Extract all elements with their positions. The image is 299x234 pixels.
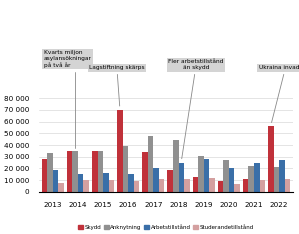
Legend: Skydd, Anknytning, Arbetstillstånd, Studerandetillstånd: Skydd, Anknytning, Arbetstillstånd, Stud… (76, 223, 256, 232)
Bar (78, 174, 83, 192)
Bar (223, 160, 229, 192)
Bar (179, 163, 184, 192)
Text: Kvarts miljon
asylansökningar
på två år: Kvarts miljon asylansökningar på två år (44, 51, 92, 148)
Bar (248, 166, 254, 192)
Bar (47, 153, 53, 192)
Bar (72, 151, 78, 192)
Bar (173, 140, 179, 192)
Bar (268, 126, 274, 192)
Bar (260, 180, 265, 192)
Bar (243, 179, 248, 192)
Bar (142, 152, 148, 192)
Bar (123, 146, 128, 192)
Bar (128, 174, 134, 192)
Bar (148, 136, 153, 192)
Bar (184, 179, 190, 192)
Bar (134, 181, 139, 192)
Bar (285, 179, 290, 192)
Bar (229, 168, 234, 192)
Bar (198, 156, 204, 192)
Bar (234, 184, 240, 192)
Text: Ukraina invaderas: Ukraina invaderas (259, 65, 299, 123)
Bar (109, 180, 114, 192)
Bar (153, 168, 159, 192)
Text: Fler arbetstillstånd
än skydd: Fler arbetstillstånd än skydd (168, 59, 224, 159)
Bar (92, 151, 97, 192)
Bar (167, 170, 173, 192)
Bar (209, 178, 215, 192)
Bar (103, 173, 109, 192)
Bar (42, 159, 47, 192)
Bar (53, 170, 58, 192)
Bar (254, 163, 260, 192)
Bar (193, 177, 198, 192)
Bar (274, 167, 279, 192)
Bar (67, 151, 72, 192)
Bar (58, 183, 64, 192)
Bar (218, 181, 223, 192)
Text: Lagstiftning skärps: Lagstiftning skärps (89, 65, 145, 106)
Bar (97, 151, 103, 192)
Bar (159, 179, 164, 192)
Bar (117, 110, 123, 192)
Bar (279, 160, 285, 192)
Bar (204, 159, 209, 192)
Bar (83, 180, 89, 192)
